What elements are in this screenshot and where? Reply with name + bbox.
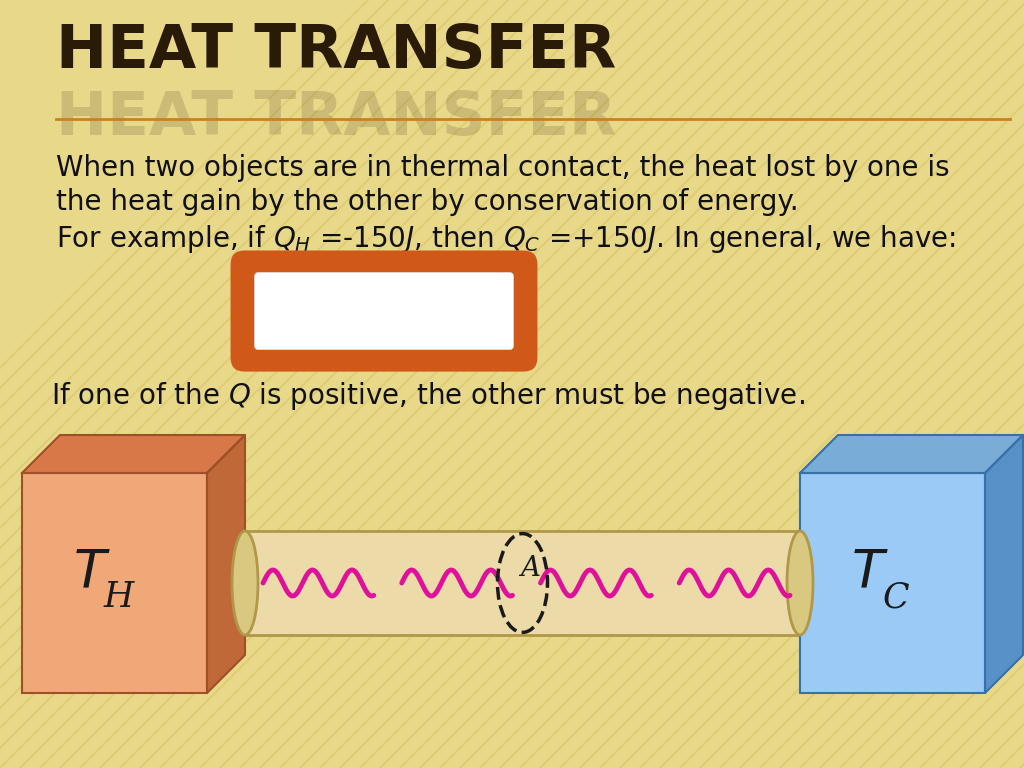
- Ellipse shape: [787, 531, 813, 635]
- Text: H: H: [103, 580, 133, 614]
- Bar: [22, 473, 207, 693]
- Text: If one of the $Q$ is positive, the other must be negative.: If one of the $Q$ is positive, the other…: [51, 380, 805, 412]
- Text: $T$: $T$: [852, 547, 889, 599]
- Ellipse shape: [232, 531, 258, 635]
- Bar: [800, 473, 985, 693]
- Text: When two objects are in thermal contact, the heat lost by one is: When two objects are in thermal contact,…: [56, 154, 950, 181]
- Polygon shape: [207, 435, 245, 693]
- FancyBboxPatch shape: [255, 273, 513, 349]
- Text: C: C: [883, 580, 909, 614]
- Polygon shape: [22, 435, 245, 473]
- Text: A: A: [520, 555, 541, 582]
- Polygon shape: [985, 435, 1023, 693]
- Text: $T$: $T$: [74, 547, 112, 599]
- Text: For example, if $Q_H$ =-150$J$, then $Q_C$ =+150$J$. In general, we have:: For example, if $Q_H$ =-150$J$, then $Q_…: [56, 223, 956, 255]
- Text: HEAT TRANSFER: HEAT TRANSFER: [56, 22, 616, 81]
- Text: the heat gain by the other by conservation of energy.: the heat gain by the other by conservati…: [56, 188, 799, 216]
- Text: HEAT TRANSFER: HEAT TRANSFER: [56, 88, 616, 147]
- Bar: [245, 531, 800, 635]
- Polygon shape: [800, 435, 1023, 473]
- FancyBboxPatch shape: [230, 250, 538, 372]
